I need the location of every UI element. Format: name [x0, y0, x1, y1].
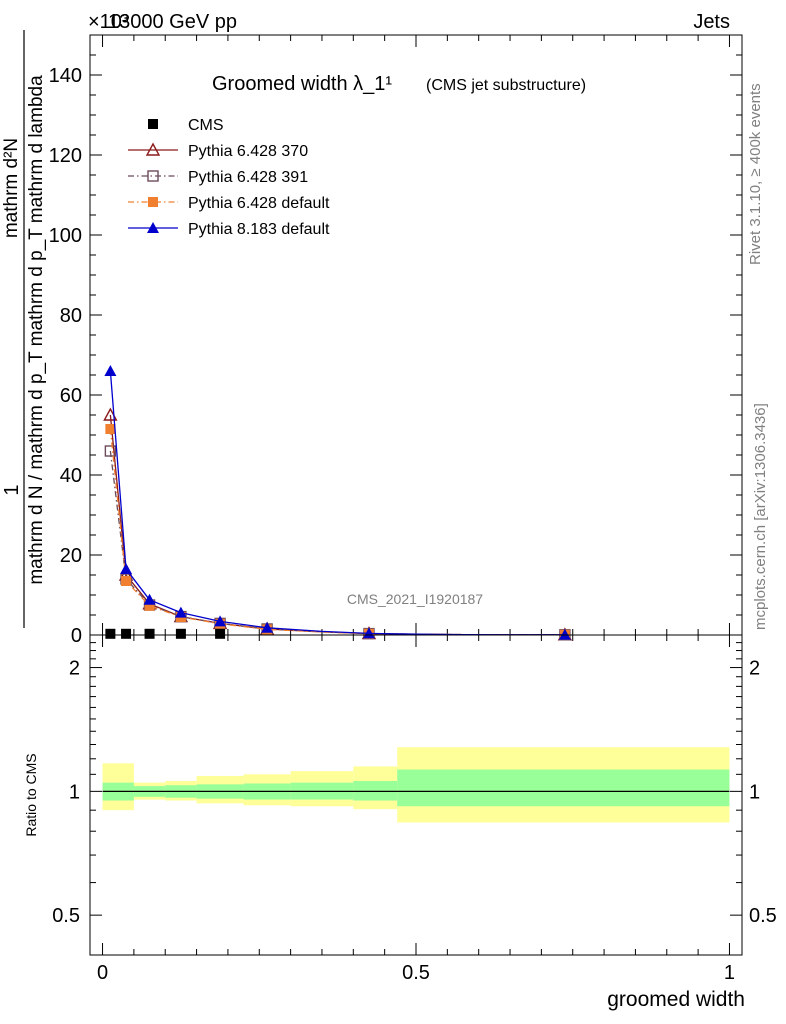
y-tick-label: 20: [60, 545, 82, 567]
ratio-y-tick-label-right: 0.5: [749, 905, 777, 927]
ratio-y-tick-label: 2: [69, 658, 80, 680]
ratio-frame: [89, 634, 743, 956]
data-point: [174, 606, 187, 618]
cms-data-point: [144, 628, 155, 639]
ratio-y-tick-label: 0.5: [52, 905, 80, 927]
legend-marker: [145, 142, 161, 156]
legend: CMS Pythia 6.428 370 Pythia 6.428 391 Pythi…: [128, 117, 330, 238]
data-point: [120, 563, 133, 574]
band-stat-bin: [353, 780, 398, 801]
series-pythia-6-428-default: [105, 424, 570, 640]
series-cms: [105, 628, 226, 639]
cms-data-point: [121, 628, 132, 639]
ratio-y-tick-label: 1: [69, 781, 80, 803]
main-series: [103, 365, 573, 641]
process-label: Jets: [693, 11, 730, 33]
data-point: [144, 600, 155, 611]
data-point: [261, 621, 274, 633]
y-tick-label: 100: [49, 225, 82, 247]
cms-data-point: [175, 628, 186, 639]
ratio-ylabel: Ratio to CMS: [23, 753, 39, 836]
energy-label: 13000 GeV pp: [108, 11, 237, 33]
data-point: [214, 615, 227, 627]
analysis-label: CMS_2021_I1920187: [347, 591, 483, 607]
ratio-y-tick-label-right: 1: [749, 781, 760, 803]
data-point: [121, 576, 132, 586]
plot-title-sub: (CMS jet substructure): [426, 77, 586, 94]
series-line: [109, 370, 565, 636]
x-tick-label: 0: [97, 962, 108, 984]
legend-entry: Pythia 6.428 391: [128, 169, 308, 186]
y-tick-label: 0: [71, 625, 82, 647]
legend-marker: [147, 222, 159, 233]
legend-entry: CMS: [148, 117, 224, 134]
y-tick-label: 140: [49, 65, 82, 87]
legend-label: Pythia 6.428 391: [188, 169, 308, 186]
ylabel-denominator: mathrm d N / mathrm d p_T mathrm d p_T m…: [26, 75, 47, 585]
cms-data-point: [105, 628, 116, 639]
data-point: [104, 445, 117, 457]
legend-marker: [148, 119, 158, 129]
legend-entry: Pythia 6.428 370: [128, 142, 308, 160]
ratio-y-tick-label-right: 2: [749, 658, 760, 680]
data-point: [362, 627, 375, 639]
data-point: [105, 424, 116, 434]
ratio-axis-ticks: 0.5 0.5 1 1 2 2 0 0.5 1: [52, 635, 777, 984]
mcplots-label: mcplots.cern.ch [arXiv:1306.3436]: [752, 403, 769, 630]
y-tick-label: 120: [49, 145, 82, 167]
legend-marker: [147, 170, 159, 182]
x-tick-label: 0.5: [402, 962, 430, 984]
x-tick-label: 1: [724, 962, 735, 984]
legend-label: Pythia 8.183 default: [188, 221, 330, 238]
legend-label: Pythia 6.428 default: [188, 195, 330, 212]
ratio-bands: [102, 747, 730, 823]
legend-entry: Pythia 6.428 default: [128, 195, 330, 212]
cms-data-point: [215, 628, 226, 639]
main-ylabel: 1 mathrm d²N mathrm d N / mathrm d p_T m…: [1, 30, 47, 628]
rivet-label: Rivet 3.1.10, ≥ 400k events: [747, 83, 764, 265]
plot-title: Groomed width λ_1¹ (CMS jet substructure…: [212, 73, 586, 95]
series-pythia-6-428-370: [103, 407, 573, 641]
data-point: [143, 593, 156, 605]
y-tick-label: 40: [60, 465, 82, 487]
exponent-label: ×10³: [88, 11, 129, 33]
data-point: [558, 628, 571, 640]
x-axis-label: groomed width: [607, 988, 745, 1011]
data-point: [104, 365, 117, 376]
legend-label: CMS: [188, 117, 224, 134]
main-axis-ticks: 0 20 40 60 80 100 120 140: [49, 34, 742, 647]
legend-entry: Pythia 8.183 default: [128, 221, 330, 238]
ylabel-numerator: 1: [1, 484, 23, 495]
series-pythia-8-183-default: [104, 365, 571, 640]
y-tick-label: 60: [60, 385, 82, 407]
ylabel-numerator-frac: mathrm d²N: [1, 138, 22, 238]
legend-marker: [148, 197, 158, 207]
plot-title-main: Groomed width λ_1¹: [212, 73, 392, 95]
series-line: [109, 414, 565, 636]
series-line: [109, 450, 565, 636]
band-stat-bin: [397, 769, 730, 807]
series-line: [109, 428, 565, 636]
y-tick-label: 80: [60, 305, 82, 327]
legend-label: Pythia 6.428 370: [188, 143, 308, 160]
